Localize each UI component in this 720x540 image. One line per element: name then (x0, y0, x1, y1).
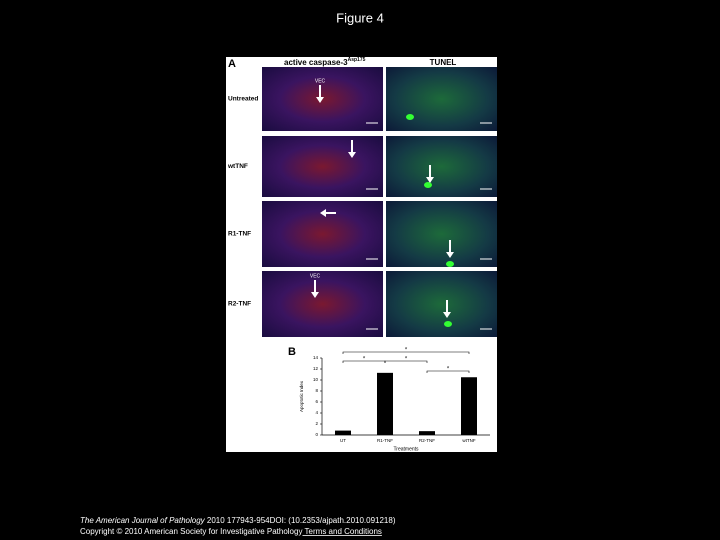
panel-label: B (288, 346, 296, 358)
row-label: R1-TNF (228, 231, 251, 238)
x-tick-label: R1-TNF (377, 438, 393, 443)
copyright-text: Copyright © 2010 American Society for In… (80, 527, 302, 536)
tunel-nucleus (444, 321, 452, 327)
citation: The American Journal of Pathology 2010 1… (80, 516, 396, 525)
column-header-text: active caspase-3 (284, 58, 348, 67)
significance-marker: * (405, 348, 408, 354)
significance-bracket (342, 351, 470, 354)
y-tick-label: 10 (313, 377, 319, 382)
arrow (316, 85, 324, 103)
citation-text: 2010 177943-954DOI: (10.2353/ajpath.2010… (205, 516, 396, 525)
significance-marker: * (405, 357, 408, 363)
panel-label: A (228, 58, 236, 70)
significance-marker: * (363, 357, 366, 363)
caspase-image (262, 271, 383, 337)
arrow (320, 209, 336, 217)
copyright: Copyright © 2010 American Society for In… (80, 527, 382, 536)
y-tick-label: 0 (315, 432, 318, 437)
significance-marker: * (447, 367, 450, 373)
x-tick-label: UT (340, 438, 346, 443)
bar (461, 377, 477, 435)
x-tick-label: wtTNF (462, 438, 475, 443)
vec-label: VEC (310, 273, 321, 279)
tunel-nucleus (446, 261, 454, 267)
bar (335, 430, 351, 435)
tunel-image (386, 201, 497, 267)
row-label: R2-TNF (228, 301, 251, 308)
y-tick-label: 4 (315, 410, 318, 415)
y-tick-label: 12 (313, 366, 319, 371)
y-tick-label: 2 (315, 421, 318, 426)
column-header-sup: Asp175 (348, 57, 366, 63)
journal: The American Journal of Pathology (80, 516, 206, 525)
arrow (426, 165, 434, 183)
y-tick-label: 14 (313, 355, 319, 360)
column-header: TUNEL (430, 58, 457, 67)
y-axis-label: Apoptotic Index (299, 380, 304, 412)
tunel-nucleus (406, 114, 414, 120)
micrographs: Untreated wtTNF R1-TNF R2-TNF VEC VEC (227, 67, 497, 337)
x-axis-label: Treatments (393, 446, 419, 452)
row-label: wtTNF (227, 163, 248, 170)
arrow (311, 280, 319, 298)
vec-label: VEC (315, 78, 326, 84)
tunel-image (386, 271, 497, 337)
y-tick-label: 6 (315, 399, 318, 404)
arrow (443, 300, 451, 318)
slide-title: Figure 4 (336, 10, 384, 25)
tunel-image (386, 136, 497, 197)
tunel-nucleus (424, 182, 432, 188)
bar (419, 431, 435, 435)
bar-chart: 0 2 4 6 8 10 12 14 Apoptotic Index Treatments UT R1… (299, 348, 490, 452)
caspase-image (262, 201, 383, 267)
significance-bracket (384, 360, 428, 363)
x-tick-label: R2-TNF (419, 438, 435, 443)
terms-link[interactable]: Terms and Conditions (302, 527, 381, 536)
bar (377, 372, 393, 435)
y-tick-label: 8 (315, 388, 318, 393)
row-label: Untreated (228, 96, 258, 103)
column-header: active caspase-3Asp175 (284, 57, 366, 67)
significance-bracket (426, 370, 470, 373)
arrow (446, 240, 454, 258)
tunel-image (386, 67, 497, 131)
arrow (348, 140, 356, 158)
caspase-image (262, 136, 383, 197)
